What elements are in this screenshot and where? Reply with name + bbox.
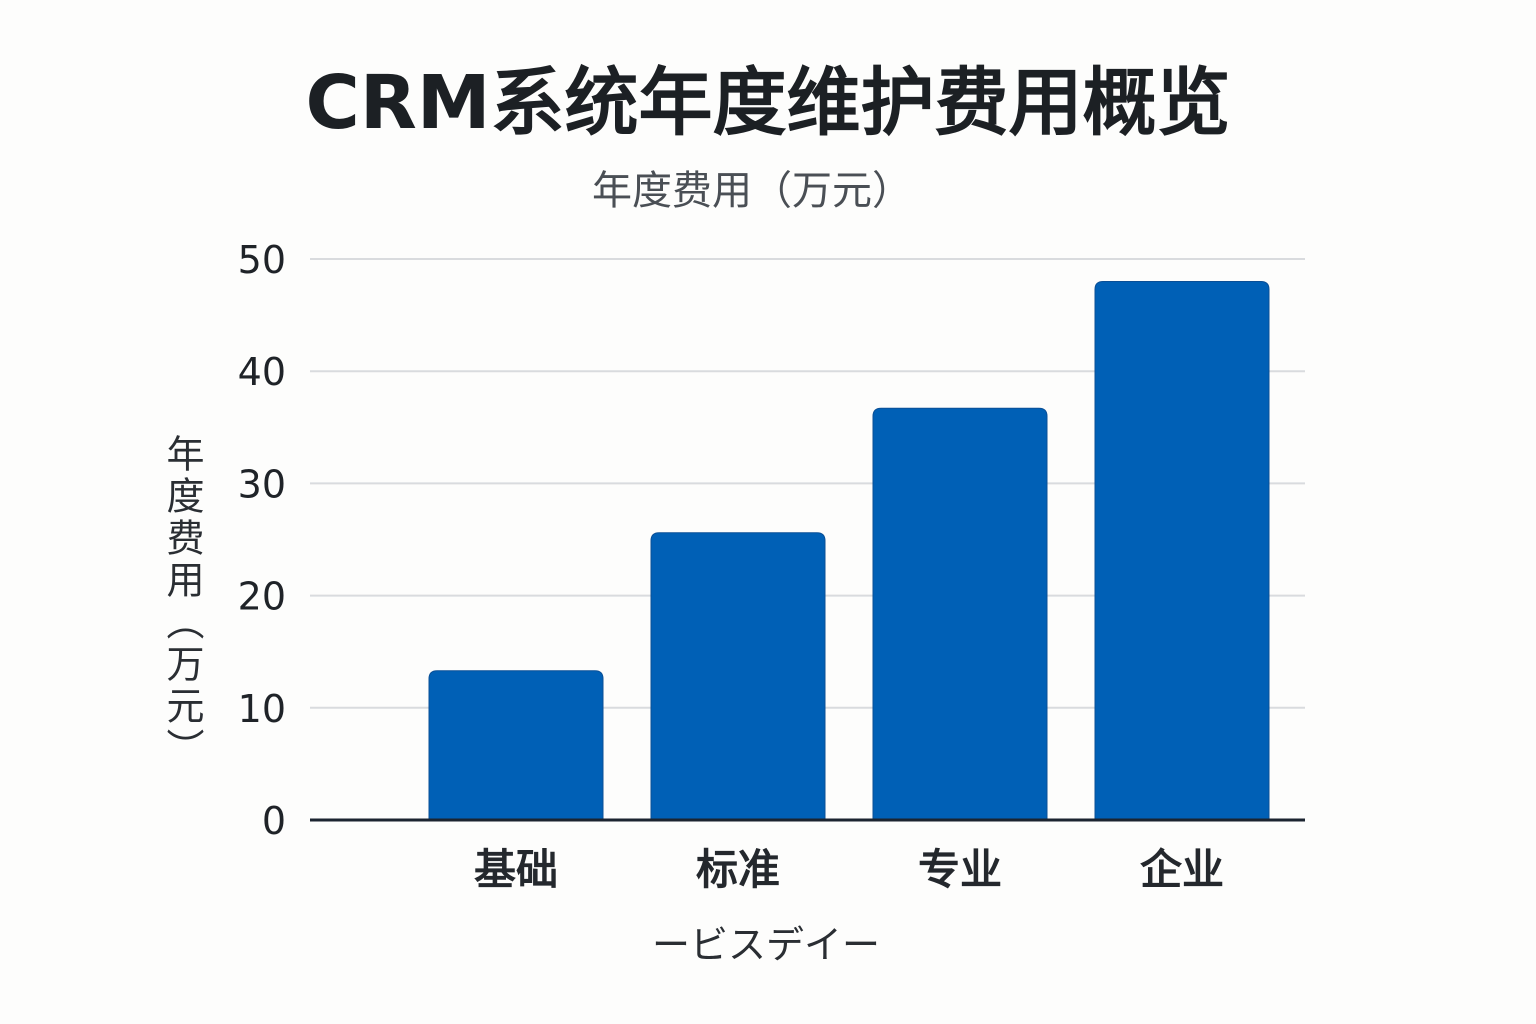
x-tick-label: 基础 <box>474 845 558 894</box>
bar-3 <box>872 407 1048 821</box>
chart-title: CRM系统年度维护费用概览 <box>306 60 1231 146</box>
y-axis-label: 年度费用（万元） <box>160 434 204 770</box>
y-tick-labels: 0 10 20 30 40 50 <box>238 238 286 843</box>
y-tick-label: 50 <box>238 238 286 282</box>
x-tick-label: 标准 <box>696 845 780 894</box>
bars <box>428 280 1270 821</box>
bar-2 <box>650 532 826 821</box>
y-tick-label: 30 <box>238 462 286 506</box>
chart-subtitle: 年度费用（万元） <box>592 168 912 214</box>
x-tick-label: 专业 <box>918 845 1002 894</box>
x-axis-label: ービスデイー <box>652 923 880 967</box>
x-tick-labels: 基础 标准 专业 企业 <box>474 845 1224 894</box>
y-tick-label: 10 <box>238 687 286 731</box>
y-tick-label: 0 <box>262 799 286 843</box>
y-tick-label: 40 <box>238 350 286 394</box>
x-tick-label: 企业 <box>1140 845 1224 894</box>
bar-4 <box>1094 280 1270 821</box>
bar-1 <box>428 670 604 821</box>
y-tick-label: 20 <box>238 575 286 619</box>
